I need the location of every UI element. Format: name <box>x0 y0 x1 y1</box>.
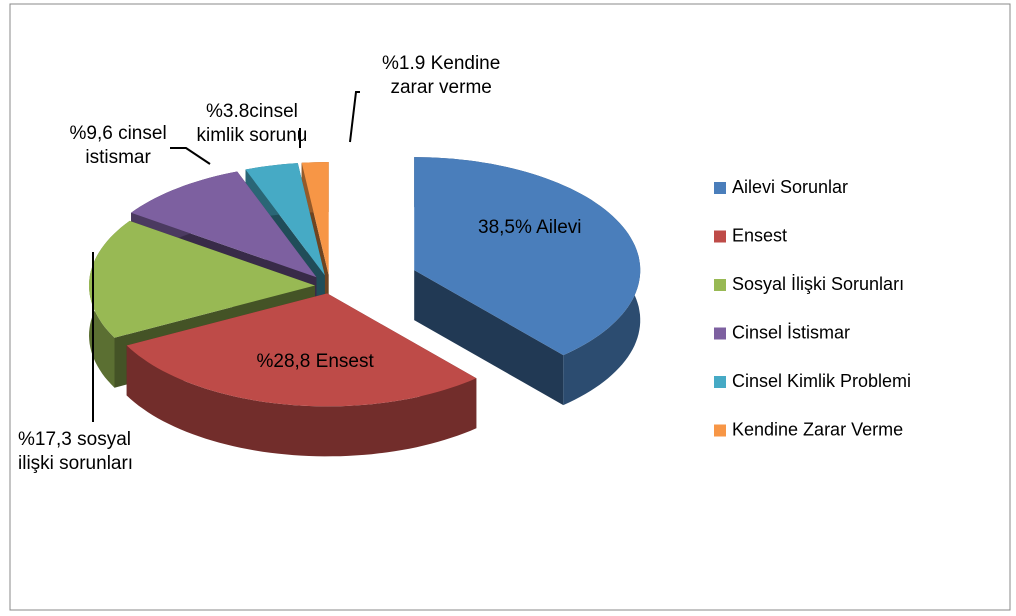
legend-label: Ailevi Sorunlar <box>732 177 848 197</box>
legend-label: Cinsel Kimlik Problemi <box>732 371 911 391</box>
legend-swatch <box>714 182 726 194</box>
data-label: %28,8 Ensest <box>256 351 374 372</box>
data-label: %1.9 Kendine zarar verme <box>382 53 501 98</box>
data-label: 38,5% Ailevi <box>478 217 582 238</box>
slice <box>126 293 477 407</box>
legend-label: Ensest <box>732 225 787 245</box>
pie <box>89 157 641 457</box>
slice <box>414 157 641 356</box>
legend-label: Cinsel İstismar <box>732 322 850 342</box>
leader-lines <box>92 91 360 422</box>
legend-swatch <box>714 327 726 340</box>
legend-label: Kendine Zarar Verme <box>732 419 903 439</box>
legend-swatch <box>714 230 726 243</box>
slice-wall <box>126 345 477 457</box>
slice <box>89 220 315 338</box>
data-label: %3.8cinsel kimlik sorunu <box>196 101 308 146</box>
legend-swatch <box>714 424 726 437</box>
data-label: %9,6 cinsel istismar <box>69 123 167 168</box>
leader-line <box>170 147 211 165</box>
slice <box>245 163 325 276</box>
legend: Ailevi Sorunlar Ensest Sosyal İlişki Sorun… <box>714 177 911 439</box>
data-label: %17,3 sosyal ilişki sorunları <box>18 429 134 474</box>
slice-side <box>414 270 564 406</box>
legend-swatch <box>714 279 726 291</box>
leader-line <box>349 91 360 143</box>
legend-swatch <box>714 376 726 388</box>
slice <box>131 171 317 278</box>
slice <box>301 162 329 275</box>
legend-label: Sosyal İlişki Sorunları <box>732 274 904 294</box>
